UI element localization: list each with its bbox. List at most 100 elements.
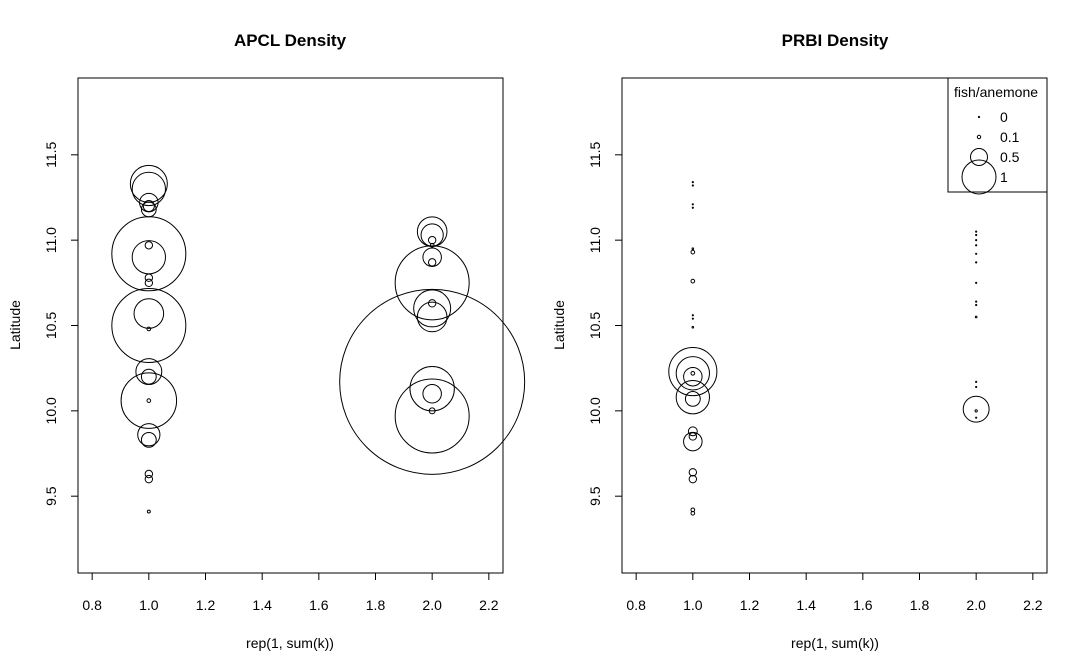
bubble-point	[962, 395, 990, 423]
bubble-point	[111, 216, 187, 292]
bubble-point	[420, 223, 444, 247]
bubble-point	[429, 242, 435, 248]
bubble-point	[975, 300, 978, 303]
x-tick-label: 1.8	[366, 597, 386, 613]
bubble-point	[691, 203, 694, 206]
bubble-point	[683, 366, 703, 387]
prbi-density-panel: PRBI Density 0.8 1.0 1.2 1.4 1.6 1.8 2.0 2.2 9.…	[551, 31, 1048, 651]
apcl-density-panel: APCL Density 0.8 1.0 1.2 1.4 1.6 1.8 2.0 2.2 9.…	[7, 31, 526, 651]
x-tick-label: 2.2	[479, 597, 499, 613]
bubble-point	[137, 423, 161, 447]
bubble-point	[129, 164, 168, 203]
x-tick-label: 1.6	[309, 597, 329, 613]
bubble-point	[144, 278, 154, 288]
bubble-point	[675, 380, 710, 415]
bubble-point	[691, 181, 694, 184]
bubble-point	[675, 356, 710, 391]
bubble-point	[413, 289, 452, 328]
x-tick-label: 1.4	[252, 597, 272, 613]
bubble-point	[974, 409, 978, 413]
y-axis: 9.5 10.0 10.5 11.0 11.5	[587, 141, 623, 506]
bubble-point	[140, 431, 157, 448]
bubble-point	[140, 368, 157, 385]
x-tick-label: 1.0	[139, 597, 159, 613]
bubble-point	[975, 239, 978, 242]
bubble-point	[146, 326, 152, 332]
legend-label: 0.1	[1000, 129, 1020, 145]
bubble-point	[416, 301, 448, 333]
y-tick-label: 9.5	[587, 486, 603, 506]
bubble-point	[975, 233, 978, 237]
x-tick-label: 1.2	[196, 597, 216, 613]
legend-symbol	[961, 159, 997, 195]
bubble-point	[684, 390, 701, 407]
bubble-point	[688, 474, 698, 484]
data-points	[668, 181, 990, 516]
bubble-point	[146, 398, 152, 403]
legend-symbol	[976, 134, 982, 140]
bubble-point	[975, 385, 978, 389]
legend-label: 0.5	[1000, 149, 1020, 165]
y-tick-label: 11.5	[43, 141, 59, 167]
bubble-point	[690, 510, 696, 516]
x-tick-label: 2.2	[1023, 597, 1043, 613]
bubble-point	[691, 184, 694, 187]
bubble-point	[975, 252, 978, 255]
data-points	[111, 164, 526, 514]
x-axis-label: rep(1, sum(k))	[246, 635, 334, 651]
bubble-point	[394, 245, 470, 321]
bubble-point	[131, 171, 166, 207]
bubble-point	[120, 372, 178, 429]
bubble-point	[144, 273, 154, 282]
bubble-point	[131, 240, 166, 275]
bubble-point	[974, 315, 978, 319]
bubble-point	[690, 370, 696, 376]
bubble-point	[688, 432, 698, 441]
y-tick-label: 9.5	[43, 486, 59, 506]
legend-title: fish/anemone	[954, 84, 1038, 100]
bubble-point	[428, 407, 436, 415]
y-axis-label: Latitude	[551, 300, 567, 350]
chart-title: PRBI Density	[782, 31, 889, 50]
bubble-point	[975, 281, 978, 284]
y-tick-label: 11.0	[43, 227, 59, 253]
bubble-point	[691, 314, 694, 317]
x-axis-label: rep(1, sum(k))	[791, 635, 879, 651]
bubble-point	[142, 199, 155, 213]
bubble-point	[975, 261, 978, 264]
bubble-point	[409, 365, 455, 412]
legend-entries: 0 0.1 0.5 1	[961, 109, 1020, 195]
bubble-point	[691, 206, 694, 209]
x-tick-label: 2.0	[422, 597, 442, 613]
legend: fish/anemone 0 0.1 0.5 1	[947, 77, 1048, 195]
y-tick-label: 10.0	[43, 397, 59, 424]
bubble-point	[394, 378, 470, 454]
legend-label: 0	[1000, 109, 1008, 125]
bubble-point	[690, 278, 696, 284]
bubble-point	[975, 244, 978, 247]
bubble-point	[683, 431, 703, 452]
x-tick-label: 1.0	[683, 597, 703, 613]
bubble-point	[975, 230, 978, 233]
legend-symbol	[977, 115, 981, 119]
y-axis-label: Latitude	[7, 300, 23, 350]
x-axis: 0.8 1.0 1.2 1.4 1.6 1.8 2.0 2.2	[82, 572, 499, 613]
bubble-point	[427, 235, 437, 245]
y-tick-label: 11.0	[587, 227, 603, 253]
bubble-point	[144, 241, 154, 250]
x-tick-label: 1.6	[853, 597, 873, 613]
legend-box	[947, 77, 1048, 193]
bubble-point	[691, 317, 694, 320]
bubble-point	[975, 416, 978, 419]
legend-symbol	[970, 148, 988, 166]
y-tick-label: 11.5	[587, 141, 603, 167]
bubble-point	[144, 469, 154, 479]
x-tick-label: 2.0	[966, 597, 986, 613]
x-tick-label: 0.8	[626, 597, 646, 613]
bubble-point	[688, 468, 698, 477]
bubble-point	[691, 247, 695, 250]
y-tick-label: 10.5	[587, 312, 603, 339]
bubble-point	[690, 249, 696, 255]
bubble-point	[146, 509, 151, 514]
